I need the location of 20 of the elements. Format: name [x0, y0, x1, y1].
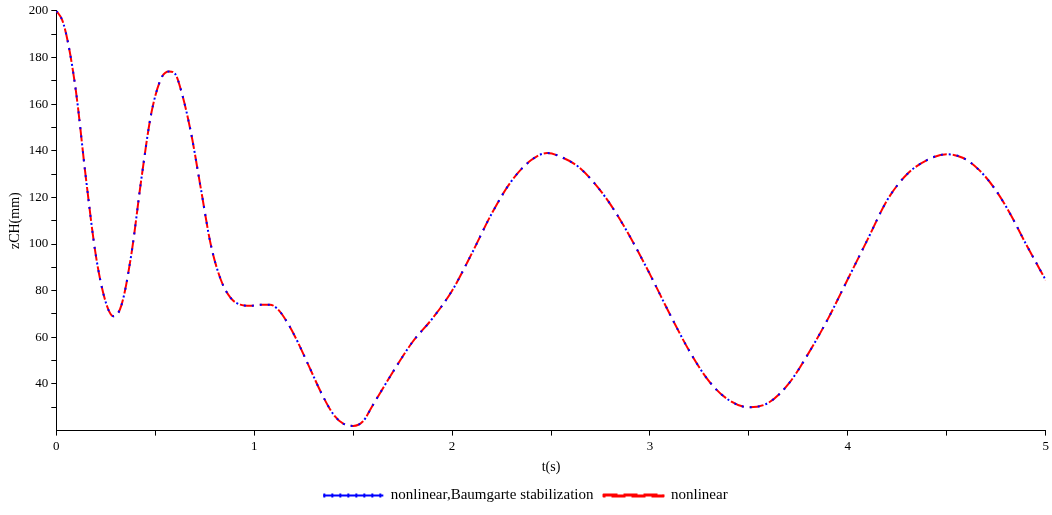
x-axis-title: t(s) — [541, 459, 561, 476]
y-tick-label: 40 — [35, 375, 49, 391]
y-tick-label: 120 — [28, 188, 49, 204]
line-series — [56, 10, 1046, 427]
y-tick-label: 60 — [35, 328, 49, 344]
y-tick-label: 180 — [28, 48, 49, 64]
legend-label: nonlinear,Baumgarte stabilization — [390, 486, 595, 503]
x-tick-label: 5 — [1042, 437, 1049, 453]
y-tick-label: 160 — [28, 95, 49, 111]
x-tick-label: 3 — [646, 437, 654, 453]
x-tick-label: 1 — [250, 437, 258, 453]
y-tick-label: 140 — [28, 142, 49, 158]
y-tick-label: 100 — [28, 235, 49, 251]
x-tick-label: 0 — [53, 437, 60, 453]
y-tick-label: 80 — [35, 282, 49, 298]
legend-label: nonlinear — [671, 486, 728, 503]
x-tick-label: 4 — [844, 437, 852, 453]
x-tick-label: 2 — [448, 437, 456, 453]
y-tick-label: 200 — [28, 2, 49, 18]
y-axis-title: zCH(mm) — [7, 191, 24, 250]
